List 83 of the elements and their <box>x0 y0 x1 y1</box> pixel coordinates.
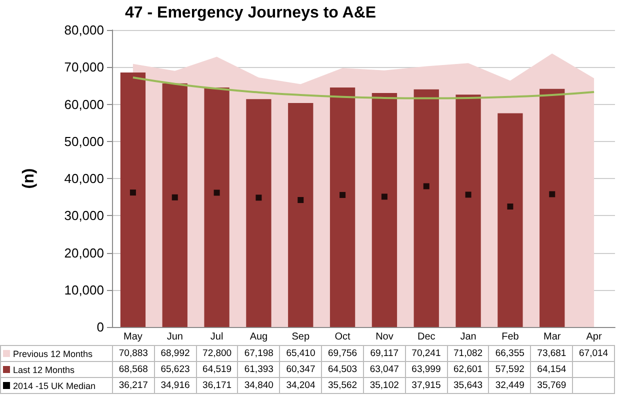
data-label: 73,681 <box>530 346 573 362</box>
bar <box>456 94 481 327</box>
x-tick-label: Oct <box>334 332 351 342</box>
y-tick-label: 30,000 <box>64 208 104 224</box>
data-label: 34,916 <box>154 378 196 394</box>
y-tick-label: 50,000 <box>64 134 104 149</box>
data-label: 70,883 <box>112 346 154 362</box>
y-tick-label: 40,000 <box>64 171 104 186</box>
data-label: 66,355 <box>488 346 531 362</box>
x-tick-label: Apr <box>586 332 602 342</box>
bar <box>162 83 188 327</box>
legend-label: Last 12 Months <box>0 362 112 378</box>
point <box>214 190 220 196</box>
data-label: 57,592 <box>488 362 531 378</box>
x-tick-label: Sep <box>292 332 310 342</box>
data-label: 68,992 <box>154 346 196 362</box>
x-tick-label: Dec <box>417 332 436 342</box>
bar <box>372 92 398 327</box>
chart-title: 47 - Emergency Journeys to A&E <box>125 4 376 22</box>
x-tick-label: Jan <box>460 332 476 342</box>
y-tick-label: 20,000 <box>64 245 104 260</box>
legend-label: 2014 -15 UK Median <box>0 378 112 394</box>
data-label: 61,393 <box>238 362 280 378</box>
data-label: 67,014 <box>572 346 614 362</box>
data-label: 64,519 <box>196 362 238 378</box>
data-label: 70,241 <box>405 346 448 362</box>
data-label: 62,601 <box>447 362 489 378</box>
data-label: 35,769 <box>530 378 573 394</box>
x-tick-label: Jul <box>210 332 224 342</box>
data-label: 64,154 <box>530 362 573 378</box>
y-tick-label: 60,000 <box>64 96 104 112</box>
data-label: 35,562 <box>322 378 364 394</box>
x-tick-label: Mar <box>544 332 562 342</box>
point <box>507 204 514 210</box>
data-label: 34,204 <box>280 378 322 394</box>
data-label: 35,643 <box>447 378 489 394</box>
data-label: 72,800 <box>196 346 238 362</box>
point <box>130 190 136 196</box>
data-label: 65,623 <box>154 362 196 378</box>
point <box>172 194 178 200</box>
line-series <box>132 76 596 100</box>
data-label: 32,449 <box>488 378 531 394</box>
point <box>423 183 430 190</box>
point <box>381 194 388 200</box>
data-label: 64,503 <box>322 362 364 378</box>
data-label: 37,915 <box>405 378 448 394</box>
y-tick-label: 0 <box>96 320 104 334</box>
bar <box>120 72 146 327</box>
data-label: 67,198 <box>238 346 280 362</box>
point <box>549 191 556 198</box>
bar <box>498 113 523 327</box>
bar <box>540 88 565 327</box>
bar <box>246 99 272 327</box>
x-tick-label: Feb <box>502 332 520 342</box>
y-axis-title: (n) <box>20 168 38 189</box>
x-tick-label: Aug <box>250 332 268 342</box>
x-tick-label: Jun <box>166 332 183 342</box>
data-label: 65,410 <box>280 346 322 362</box>
legend-label: Previous 12 Months <box>0 346 112 362</box>
bar <box>204 87 230 327</box>
x-tick-label: Nov <box>376 332 394 342</box>
x-tick-label: May <box>124 332 142 342</box>
point <box>298 197 304 204</box>
data-label: 63,047 <box>363 362 406 378</box>
data-label: 36,217 <box>112 378 154 394</box>
point <box>340 192 346 198</box>
data-label: 69,117 <box>363 346 406 362</box>
data-label: 34,840 <box>238 378 280 394</box>
data-label: 35,102 <box>363 378 406 394</box>
y-tick-label: 70,000 <box>64 60 104 75</box>
data-label: 69,756 <box>322 346 364 362</box>
y-tick-label: 80,000 <box>64 22 104 38</box>
point <box>256 194 262 201</box>
point <box>465 192 472 198</box>
bar <box>288 102 314 327</box>
bar <box>414 89 439 327</box>
data-label: 71,082 <box>447 346 489 362</box>
data-label: 68,568 <box>112 362 154 378</box>
data-label: 60,347 <box>280 362 322 378</box>
y-tick-label: 10,000 <box>64 282 104 298</box>
data-label: 63,999 <box>405 362 448 378</box>
bar <box>330 88 356 327</box>
data-label: 36,171 <box>196 378 238 394</box>
